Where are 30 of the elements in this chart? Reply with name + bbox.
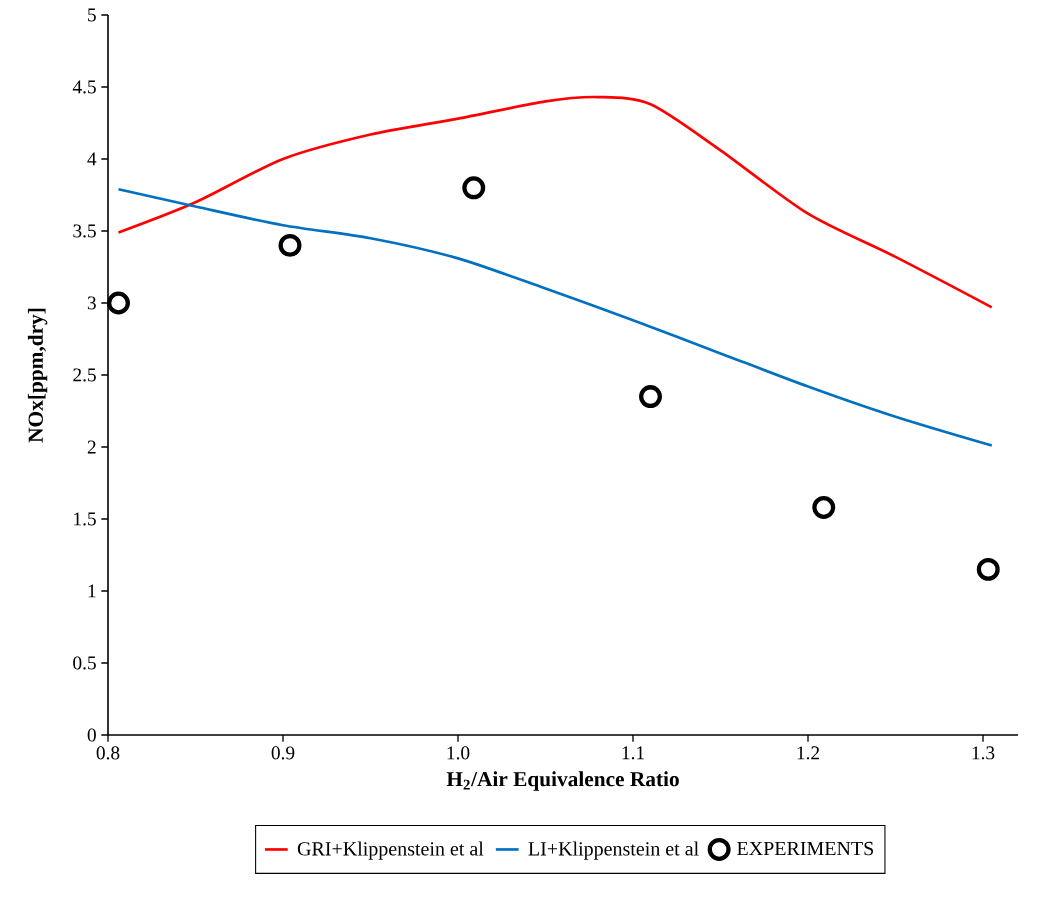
point: [462, 176, 486, 200]
x-axis-title: H$_{2}$/Air Equivalence Ratio: [446, 771, 679, 791]
x-tick-label: 1.2: [797, 746, 820, 760]
y-tick-label: 2: [87, 440, 96, 454]
line-series: [117, 187, 994, 447]
point: [812, 496, 836, 519]
y-tick-label: 0: [87, 728, 96, 742]
x-tick-label: 0.9: [271, 746, 295, 760]
y-tick-label: 1: [88, 584, 96, 598]
y-tick-label: 4.5: [72, 80, 96, 94]
y-tick-label: 3.5: [73, 224, 96, 238]
legend-label: EXPERIMENTS: [737, 841, 874, 856]
line-series: [117, 95, 994, 309]
point: [976, 557, 1000, 581]
y-axis-title: NOx[ppm,dry]: [27, 308, 48, 443]
x-tick-label: 1.0: [447, 746, 470, 760]
x-tick-label: 1.1: [622, 746, 644, 760]
y-tick-label: 2.5: [73, 368, 96, 382]
y-tick-label: 4: [87, 152, 97, 166]
point: [278, 233, 302, 257]
legend-label: LI+Klippenstein et al: [528, 841, 699, 860]
y-tick-label: 5: [88, 8, 96, 22]
y-tick-label: 1.5: [74, 512, 96, 526]
point: [639, 385, 662, 409]
legend-label: GRI+Klippenstein et al: [297, 841, 484, 860]
y-tick-label: 3: [87, 296, 96, 310]
x-tick-label: 1.3: [972, 746, 995, 760]
y-tick-label: 0.5: [73, 656, 96, 670]
point: [107, 291, 130, 315]
x-tick-label: 0.8: [96, 746, 120, 760]
